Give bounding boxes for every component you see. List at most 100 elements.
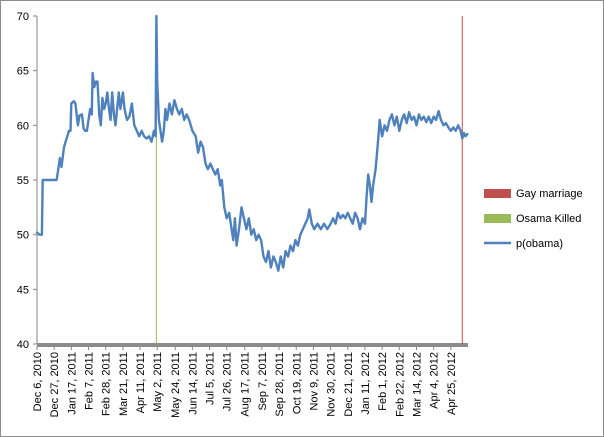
data-point	[191, 129, 194, 132]
data-point	[234, 217, 236, 220]
data-point	[442, 124, 445, 127]
data-point	[113, 113, 115, 116]
data-point	[323, 222, 325, 225]
data-point	[84, 129, 87, 132]
data-point	[171, 113, 173, 116]
data-point	[364, 222, 366, 225]
x-tick-label: Mar 14, 2012	[411, 352, 423, 417]
data-point	[82, 127, 85, 130]
data-point	[420, 119, 423, 121]
data-point	[158, 119, 160, 121]
data-point	[69, 129, 72, 132]
data-point	[148, 135, 150, 138]
data-point	[162, 129, 165, 132]
data-point	[369, 184, 371, 187]
data-point	[274, 261, 277, 263]
data-point	[464, 135, 467, 138]
data-point	[59, 157, 61, 160]
data-point	[430, 122, 433, 124]
data-point	[245, 228, 248, 231]
data-point	[267, 250, 270, 253]
data-point	[72, 100, 75, 103]
x-tick-label: Feb 7, 2011	[84, 352, 96, 410]
x-tick-label: Sep 28, 2011	[274, 352, 286, 417]
data-point	[377, 140, 379, 143]
data-point	[297, 244, 299, 247]
data-point	[185, 113, 188, 116]
data-point	[445, 122, 447, 124]
data-point	[41, 233, 43, 236]
data-point	[36, 231, 38, 234]
data-point	[454, 129, 457, 132]
data-point	[211, 168, 214, 171]
data-point	[262, 255, 265, 258]
data-point	[243, 217, 245, 220]
legend-label: Osama Killed	[516, 213, 581, 225]
data-point	[133, 124, 136, 127]
data-point	[287, 255, 289, 258]
data-point	[173, 99, 176, 102]
data-point	[156, 80, 159, 83]
data-point	[398, 129, 401, 132]
data-point	[150, 140, 153, 143]
data-point	[447, 126, 450, 129]
data-point	[197, 151, 200, 154]
data-point	[228, 211, 231, 214]
data-point	[138, 135, 141, 138]
data-point	[41, 179, 44, 181]
data-point	[223, 206, 226, 209]
data-point	[427, 115, 430, 118]
x-tick-label: Sep 7, 2011	[257, 352, 269, 411]
data-point	[216, 168, 219, 171]
data-point	[91, 72, 94, 74]
data-point	[95, 80, 97, 83]
data-point	[374, 168, 377, 171]
y-tick-label: 45	[17, 284, 29, 296]
legend-swatch	[484, 214, 511, 223]
x-axis-line	[37, 343, 468, 347]
data-point	[108, 108, 110, 110]
data-point	[279, 255, 282, 258]
data-point	[356, 217, 359, 220]
data-point	[103, 108, 105, 110]
x-tick-label: Jul 5, 2011	[205, 352, 217, 405]
data-point	[354, 211, 356, 214]
data-point	[466, 133, 469, 136]
data-point	[104, 102, 107, 105]
data-point	[178, 113, 181, 116]
data-point	[410, 119, 413, 121]
data-point	[326, 228, 329, 231]
data-point	[194, 135, 197, 138]
data-point	[386, 129, 388, 132]
data-point	[435, 119, 437, 121]
data-point	[57, 168, 60, 171]
data-point	[422, 115, 425, 118]
data-point	[166, 119, 168, 121]
data-point	[119, 108, 122, 110]
data-point	[459, 129, 462, 132]
x-tick-label: Apr 25, 2012	[446, 352, 458, 415]
data-point	[313, 228, 316, 231]
data-point	[140, 129, 143, 132]
data-point	[99, 124, 102, 127]
x-tick-label: Nov 9, 2011	[308, 352, 320, 411]
x-tick-label: Jun 14, 2011	[187, 352, 199, 415]
data-point	[370, 201, 373, 203]
data-point	[255, 239, 258, 242]
x-tick-label: May 2, 2011	[152, 352, 164, 412]
data-point	[98, 113, 101, 116]
y-tick-label: 65	[17, 66, 29, 78]
data-point	[74, 102, 77, 105]
data-point	[109, 119, 112, 121]
data-point	[304, 222, 307, 225]
data-point	[70, 102, 73, 105]
y-tick-label: 55	[17, 175, 29, 187]
data-point	[388, 119, 391, 121]
data-point	[308, 208, 311, 211]
data-point	[90, 113, 93, 116]
data-point	[440, 119, 442, 121]
data-point	[161, 140, 164, 143]
data-point	[38, 233, 41, 236]
data-point	[250, 233, 253, 236]
data-point	[183, 119, 186, 121]
